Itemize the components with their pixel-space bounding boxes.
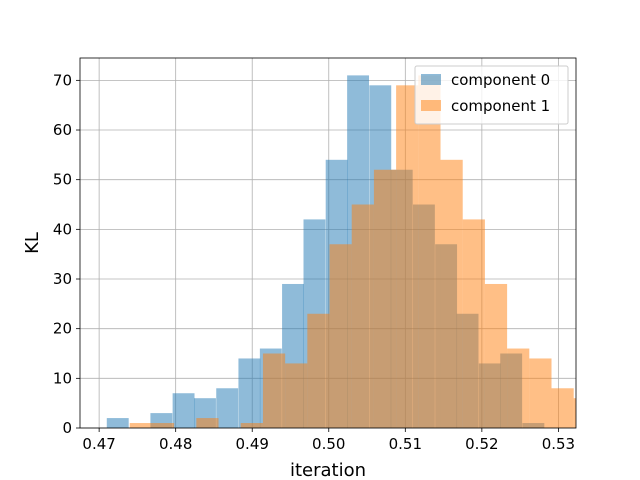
x-tick-label: 0.47 <box>82 435 115 453</box>
histogram-bar <box>285 363 308 428</box>
x-tick-label: 0.52 <box>465 435 498 453</box>
histogram-bar <box>396 85 419 428</box>
histogram-bar <box>129 423 152 428</box>
x-tick-label: 0.51 <box>389 435 422 453</box>
histogram-bar <box>551 388 574 428</box>
y-tick-label: 40 <box>53 220 72 238</box>
histogram-bar <box>106 418 129 428</box>
histogram-bar <box>172 393 195 428</box>
y-tick-label: 20 <box>53 320 72 338</box>
legend: component 0 component 1 <box>414 65 569 125</box>
y-tick-label: 50 <box>53 171 72 189</box>
histogram-bar <box>240 423 263 428</box>
y-tick-label: 30 <box>53 270 72 288</box>
histogram-bar <box>418 75 441 428</box>
y-tick-label: 0 <box>62 419 72 437</box>
x-axis-ticks: 0.47 0.48 0.49 0.50 0.51 0.52 0.53 <box>82 428 575 453</box>
x-tick-label: 0.48 <box>159 435 192 453</box>
histogram-bar <box>351 204 374 428</box>
y-axis-label: KL <box>22 232 43 254</box>
y-tick-label: 10 <box>53 369 72 387</box>
axes-frame <box>79 57 577 429</box>
histogram-bar <box>307 313 330 428</box>
histogram-bar <box>373 169 397 428</box>
histogram-bar <box>262 353 286 428</box>
x-tick-label: 0.53 <box>542 435 575 453</box>
y-tick-label: 70 <box>53 71 72 89</box>
histogram-bar <box>238 358 261 428</box>
series-1 <box>129 75 576 428</box>
legend-label-component-0: component 0 <box>451 71 550 89</box>
histogram-bar <box>484 283 508 428</box>
y-tick-label: 60 <box>53 121 72 139</box>
x-tick-label: 0.49 <box>236 435 269 453</box>
y-axis-ticks: 0 10 20 30 40 50 60 70 <box>53 71 80 437</box>
legend-box <box>414 65 569 125</box>
histogram-bar <box>440 159 463 428</box>
legend-swatch-component-0 <box>421 74 441 85</box>
histogram-bar <box>462 219 485 428</box>
legend-label-component-1: component 1 <box>451 97 550 115</box>
histogram-bar <box>529 358 552 428</box>
histogram-bar <box>507 348 530 428</box>
legend-swatch-component-1 <box>421 100 441 111</box>
x-axis-label: iteration <box>290 460 366 480</box>
bars <box>106 75 576 428</box>
x-tick-label: 0.50 <box>312 435 345 453</box>
histogram-bar <box>196 418 219 428</box>
histogram-bar <box>151 423 175 428</box>
histogram-bar <box>216 388 239 428</box>
histogram-bar <box>329 244 352 428</box>
histogram-bar <box>573 398 576 428</box>
